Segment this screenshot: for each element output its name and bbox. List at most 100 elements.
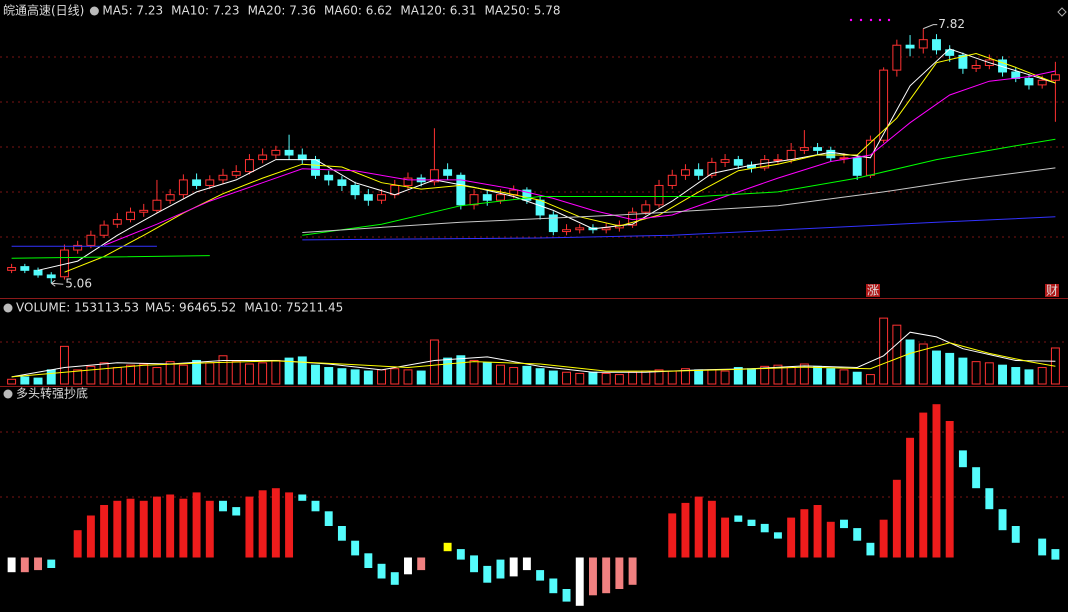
candle-body <box>932 39 941 51</box>
indicator-bar <box>404 557 412 575</box>
indicator-bar <box>496 559 505 579</box>
candle-body <box>905 44 915 49</box>
volume-bar <box>456 355 466 385</box>
candle-body <box>152 199 162 211</box>
candle-body <box>99 224 109 236</box>
indicator-bar <box>985 488 994 510</box>
candle-body <box>271 149 281 156</box>
volume-bar <box>614 374 624 385</box>
candle-body <box>324 174 334 181</box>
volume-bar <box>548 370 558 385</box>
indicator-bar <box>958 450 967 468</box>
volume-bar <box>1024 369 1034 385</box>
volume-bar <box>786 367 796 385</box>
indicator-bar <box>126 498 135 558</box>
indicator-bar <box>219 500 227 512</box>
candle-body <box>284 149 294 156</box>
volume-bar <box>932 350 941 385</box>
volume-bar <box>998 364 1008 385</box>
indicator-bar <box>853 528 862 541</box>
volume-bar <box>1011 367 1021 385</box>
ma-line <box>11 342 1056 378</box>
volume-bar <box>733 367 743 385</box>
candle-body <box>258 154 268 161</box>
volume-bar <box>258 362 268 385</box>
candle-body <box>311 159 320 176</box>
volume-bar <box>350 369 360 385</box>
indicator-bar <box>20 557 29 573</box>
indicator-bar <box>417 557 426 571</box>
indicator-bar <box>34 557 42 571</box>
indicator-bar <box>681 502 690 558</box>
candle-body <box>1050 74 1060 81</box>
candle-body <box>773 159 783 162</box>
volume-bar <box>535 368 545 385</box>
indicator-bar <box>919 412 928 558</box>
dot <box>887 18 891 22</box>
indicator-bar <box>443 542 452 552</box>
volume-bar <box>747 368 756 385</box>
candle-body <box>456 174 466 206</box>
panel-toggle[interactable] <box>89 6 99 16</box>
candle-body <box>297 154 307 161</box>
panel-toggle[interactable] <box>3 303 13 313</box>
indicator-bar <box>258 490 267 558</box>
indicator-bar <box>707 500 716 558</box>
candle-body <box>667 174 677 186</box>
volume-bar <box>271 359 281 385</box>
volume-bar <box>628 371 638 385</box>
candle-body <box>654 184 664 206</box>
volume-bar <box>654 369 664 385</box>
candle-body <box>707 161 717 176</box>
indicator-bar <box>1011 526 1020 543</box>
indicator-bar <box>100 505 109 558</box>
candle-body <box>852 157 862 176</box>
high-annotation: 7.82 <box>938 17 965 31</box>
corner-icon[interactable] <box>1057 7 1067 17</box>
volume-bar <box>971 361 981 385</box>
candle-body <box>1037 79 1047 86</box>
indicator-bar <box>998 509 1007 531</box>
indicator-bar <box>298 494 307 501</box>
candle-body <box>958 54 968 69</box>
volume-bar <box>165 361 175 385</box>
candle-body <box>244 159 254 173</box>
panel-title: 皖通高速(日线) <box>3 3 84 18</box>
event-badge[interactable] <box>1045 284 1059 297</box>
indicator-bar <box>232 507 241 516</box>
volume-bar <box>403 369 413 385</box>
indicator-bar <box>245 496 254 558</box>
indicator-bar <box>773 532 782 539</box>
volume-bar <box>694 369 704 385</box>
panel-toggle[interactable] <box>3 389 13 399</box>
candle-body <box>1024 77 1034 86</box>
indicator-bar <box>972 467 981 489</box>
candle-body <box>20 266 30 271</box>
candle-body <box>178 179 188 196</box>
indicator-bar <box>562 589 571 602</box>
dot <box>859 18 863 22</box>
volume-bar <box>984 362 994 385</box>
legend-entry: MA250: 5.78 <box>484 4 560 18</box>
indicator-bar <box>945 421 954 558</box>
indicator-bar <box>866 542 875 556</box>
candle-body <box>112 219 122 225</box>
indicator-bar <box>483 565 492 583</box>
volume-bar <box>667 370 677 385</box>
indicator-bar <box>152 496 161 558</box>
indicator-bar <box>694 496 703 558</box>
legend-entry: MA5: 96465.52 <box>145 301 236 315</box>
candle-body <box>694 169 704 176</box>
volume-bar <box>720 370 730 385</box>
candle-body <box>205 179 215 186</box>
candle-body <box>7 267 17 271</box>
indicator-bar <box>7 557 16 573</box>
event-badge[interactable] <box>866 284 880 297</box>
candle-body <box>535 199 545 216</box>
indicator-bar <box>166 494 175 558</box>
candle-body <box>337 179 347 186</box>
indicator-bar <box>337 526 346 541</box>
candle-body <box>469 194 479 206</box>
indicator-bar <box>509 557 518 577</box>
